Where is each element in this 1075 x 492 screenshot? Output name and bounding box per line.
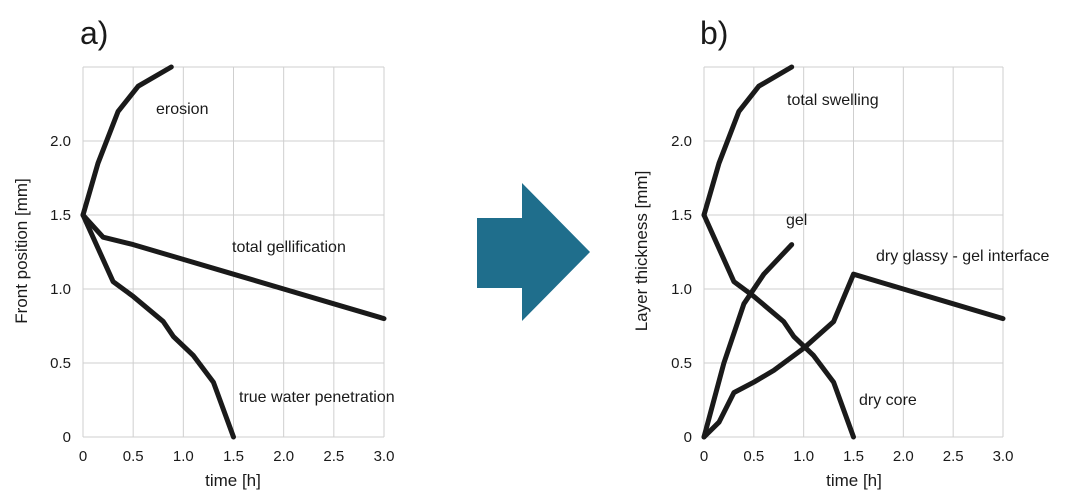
panel-a-x-tick-label: 2.5 — [323, 448, 344, 465]
panel-a-y-tick-label: 0.5 — [50, 355, 71, 372]
panel-b-y-tick-label: 2.0 — [671, 133, 692, 150]
panel-a-label: a) — [80, 15, 108, 51]
series-line-total-swelling — [701, 64, 795, 218]
panel-a-y-tick-label: 1.0 — [50, 281, 71, 298]
panel-b-y-tick-label: 0 — [684, 429, 692, 446]
panel-b-x-ticks: 0 0.5 1.0 1.5 2.0 2.5 3.0 — [700, 448, 1014, 465]
panel-a-x-tick-label: 3.0 — [374, 448, 395, 465]
label-gel: gel — [786, 212, 807, 229]
panel-a-grid — [82, 66, 385, 438]
panel-a-x-tick-label: 0.5 — [123, 448, 144, 465]
panel-b-label: b) — [700, 15, 728, 51]
panel-a-y-ticks: 0 0.5 1.0 1.5 2.0 — [50, 133, 71, 446]
panel-a-x-tick-label: 1.0 — [173, 448, 194, 465]
panel-a: a) 0 0.5 1.0 1.5 2.0 2.5 3.0 0 0.5 1.0 1.5 2.0 tim… — [12, 15, 395, 490]
series-line-total-gellification — [80, 212, 387, 322]
panel-a-series — [80, 64, 387, 440]
series-line-gel — [701, 242, 795, 440]
panel-b-x-axis-label: time [h] — [826, 471, 882, 490]
panel-a-x-tick-label: 0 — [79, 448, 87, 465]
panel-a-y-axis-label: Front position [mm] — [12, 178, 31, 324]
panel-b-grid — [703, 66, 1004, 438]
label-true-water-penetration: true water penetration — [239, 389, 395, 406]
label-dry-glassy-gel-interface: dry glassy - gel interface — [876, 248, 1050, 265]
panel-a-x-axis-label: time [h] — [205, 471, 261, 490]
label-erosion: erosion — [156, 101, 208, 118]
label-total-gellification: total gellification — [232, 239, 346, 256]
series-line-true-water-penetration — [80, 212, 236, 440]
panel-b-y-tick-label: 0.5 — [671, 355, 692, 372]
panel-b-x-tick-label: 1.0 — [793, 448, 814, 465]
panel-b-x-tick-label: 2.5 — [943, 448, 964, 465]
panel-a-x-tick-label: 1.5 — [223, 448, 244, 465]
panel-b-y-tick-label: 1.0 — [671, 281, 692, 298]
panel-b-x-tick-label: 3.0 — [993, 448, 1014, 465]
panel-a-y-tick-label: 0 — [63, 429, 71, 446]
panel-a-x-tick-label: 2.0 — [273, 448, 294, 465]
panel-a-x-ticks: 0 0.5 1.0 1.5 2.0 2.5 3.0 — [79, 448, 395, 465]
panel-b-y-axis-label: Layer thickness [mm] — [632, 171, 651, 332]
panel-b-y-ticks: 0 0.5 1.0 1.5 2.0 — [671, 133, 692, 446]
panel-b-x-tick-label: 0 — [700, 448, 708, 465]
panel-b: b) 0 0.5 1.0 1.5 2.0 2.5 3.0 0 0.5 1.0 1.5 2.0 tim… — [632, 15, 1050, 490]
transition-arrow — [477, 183, 590, 321]
panel-a-y-tick-label: 2.0 — [50, 133, 71, 150]
panel-b-x-tick-label: 2.0 — [893, 448, 914, 465]
panel-b-x-tick-label: 0.5 — [743, 448, 764, 465]
label-dry-core: dry core — [859, 392, 917, 409]
panel-b-y-tick-label: 1.5 — [671, 207, 692, 224]
series-line-dry-core — [701, 212, 856, 440]
series-line-erosion — [80, 64, 174, 218]
panel-a-y-tick-label: 1.5 — [50, 207, 71, 224]
panel-b-series — [701, 64, 1006, 440]
panel-b-x-tick-label: 1.5 — [843, 448, 864, 465]
label-total-swelling: total swelling — [787, 92, 879, 109]
